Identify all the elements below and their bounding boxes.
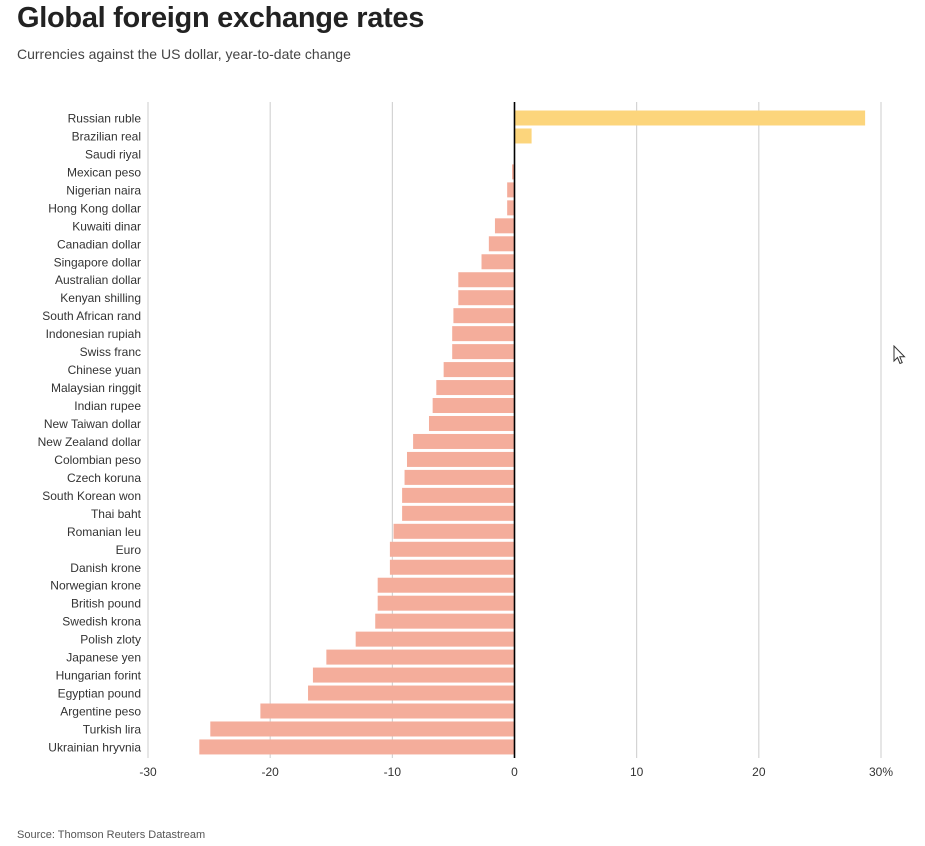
category-label: South Korean won xyxy=(42,489,141,503)
category-label: Danish krone xyxy=(70,561,141,575)
category-label: Canadian dollar xyxy=(57,237,141,251)
bar xyxy=(308,685,515,701)
bar xyxy=(389,541,515,557)
category-label: Brazilian real xyxy=(72,129,141,143)
category-label: Thai baht xyxy=(91,507,142,521)
category-label: Colombian peso xyxy=(54,453,141,467)
category-label: Hong Kong dollar xyxy=(48,201,141,215)
bar xyxy=(481,254,515,270)
bar xyxy=(404,469,515,485)
bar xyxy=(199,739,515,755)
bar xyxy=(512,164,515,180)
category-label: New Zealand dollar xyxy=(38,435,141,449)
x-tick-label: 10 xyxy=(630,765,644,779)
bar xyxy=(507,200,515,216)
category-label: Hungarian forint xyxy=(56,669,142,683)
bar xyxy=(452,326,515,342)
x-tick-label: 0 xyxy=(511,765,518,779)
bar xyxy=(377,595,515,611)
category-label: Romanian leu xyxy=(67,525,141,539)
bar xyxy=(413,433,515,449)
bar xyxy=(389,559,515,575)
x-tick-label: -10 xyxy=(384,765,402,779)
bar xyxy=(393,523,515,539)
category-label: Singapore dollar xyxy=(54,255,141,269)
bar xyxy=(507,182,515,198)
bar xyxy=(428,415,515,431)
category-label: South African rand xyxy=(42,309,141,323)
category-label: Euro xyxy=(116,543,142,557)
category-label: Kuwaiti dinar xyxy=(72,219,141,233)
category-label: Czech koruna xyxy=(67,471,141,485)
category-label: Indian rupee xyxy=(74,399,141,413)
category-label: Indonesian rupiah xyxy=(46,327,141,341)
bar xyxy=(514,110,866,126)
category-label: Swedish krona xyxy=(62,615,141,629)
bar xyxy=(375,613,515,629)
category-label: Nigerian naira xyxy=(66,183,141,197)
bar xyxy=(458,272,515,288)
bar xyxy=(402,505,515,521)
bar xyxy=(210,721,515,737)
x-tick-label: 20 xyxy=(752,765,766,779)
category-label: Ukrainian hryvnia xyxy=(48,740,141,754)
bar xyxy=(514,128,532,144)
bar xyxy=(406,451,515,467)
bar xyxy=(312,667,515,683)
category-label: Swiss franc xyxy=(80,345,141,359)
category-label: Polish zloty xyxy=(80,633,141,647)
bar-chart: Russian ruble Brazilian real Saudi riyal Me… xyxy=(38,102,893,779)
category-label: Norwegian krone xyxy=(50,579,141,593)
bar xyxy=(453,308,515,324)
category-label: Malaysian ringgit xyxy=(51,381,142,395)
category-label: New Taiwan dollar xyxy=(44,417,141,431)
category-label: Saudi riyal xyxy=(85,147,141,161)
category-label: Australian dollar xyxy=(55,273,141,287)
category-label: Chinese yuan xyxy=(68,363,141,377)
category-label: Argentine peso xyxy=(60,705,141,719)
source-note: Source: Thomson Reuters Datastream xyxy=(17,829,206,841)
bar xyxy=(326,649,515,665)
category-label: Russian ruble xyxy=(68,112,142,126)
category-label: Mexican peso xyxy=(67,165,141,179)
bar xyxy=(452,344,515,360)
bar xyxy=(355,631,515,647)
bar xyxy=(377,577,515,593)
x-tick-label: -20 xyxy=(261,765,279,779)
bar xyxy=(402,487,515,503)
bar xyxy=(443,362,515,378)
bar xyxy=(260,703,515,719)
category-label: Turkish lira xyxy=(83,722,142,736)
bar xyxy=(436,380,515,396)
mouse-cursor-icon xyxy=(893,345,906,365)
category-label: Japanese yen xyxy=(66,651,141,665)
chart-subtitle: Currencies against the US dollar, year-t… xyxy=(17,46,351,62)
bar xyxy=(488,236,515,252)
x-tick-label: 30% xyxy=(869,765,893,779)
bar xyxy=(458,290,515,306)
category-label: Egyptian pound xyxy=(58,687,141,701)
bar xyxy=(494,218,515,234)
chart-title: Global foreign exchange rates xyxy=(17,2,425,34)
x-tick-label: -30 xyxy=(139,765,157,779)
category-label: British pound xyxy=(71,597,141,611)
bar xyxy=(432,398,515,414)
category-label: Kenyan shilling xyxy=(60,291,141,305)
